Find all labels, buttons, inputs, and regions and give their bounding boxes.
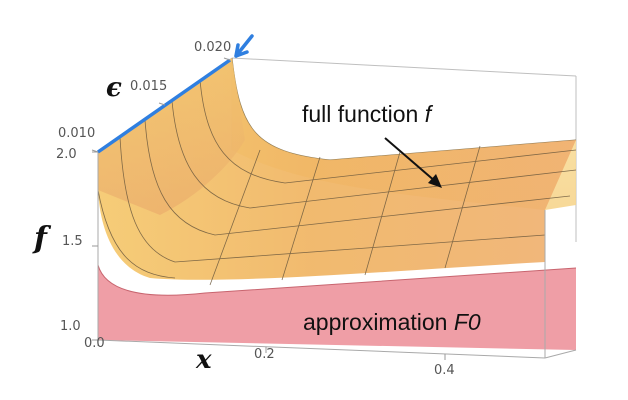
box-front-edges (97, 152, 577, 359)
f-axis-tick-marks (92, 151, 98, 341)
series-full-function-f (98, 58, 576, 280)
f-tick-label-2: 2.0 (56, 147, 77, 162)
x-tick-label-2: 0.4 (434, 363, 455, 378)
x-tick-label-0: 0.0 (84, 336, 105, 351)
depth-tick-label-2: 0.020 (194, 40, 231, 55)
depth-axis-tick-marks (91, 57, 231, 153)
x-axis-tick-marks (97, 340, 446, 360)
annotation-approximation: approximation F0 (303, 309, 481, 335)
annotation-arrow (384, 137, 442, 188)
annotation-full-function: full function f (302, 101, 434, 127)
highlight-line (96, 58, 232, 154)
x-axis-label: x (195, 345, 212, 375)
depth-tick-label-1: 0.015 (130, 79, 167, 94)
series-approximation-F0 (97, 264, 577, 350)
x-tick-label-1: 0.2 (254, 347, 275, 362)
highlight-edge (96, 34, 254, 154)
f-tick-label-1: 1.5 (62, 234, 83, 249)
surface-mesh (97, 79, 577, 286)
highlight-arrow (234, 34, 254, 58)
f-tick-label-0: 1.0 (60, 319, 81, 334)
f-axis-label: f (32, 221, 52, 256)
depth-tick-label-0: 0.010 (58, 126, 95, 141)
depth-axis-label: ϵ (106, 73, 122, 103)
